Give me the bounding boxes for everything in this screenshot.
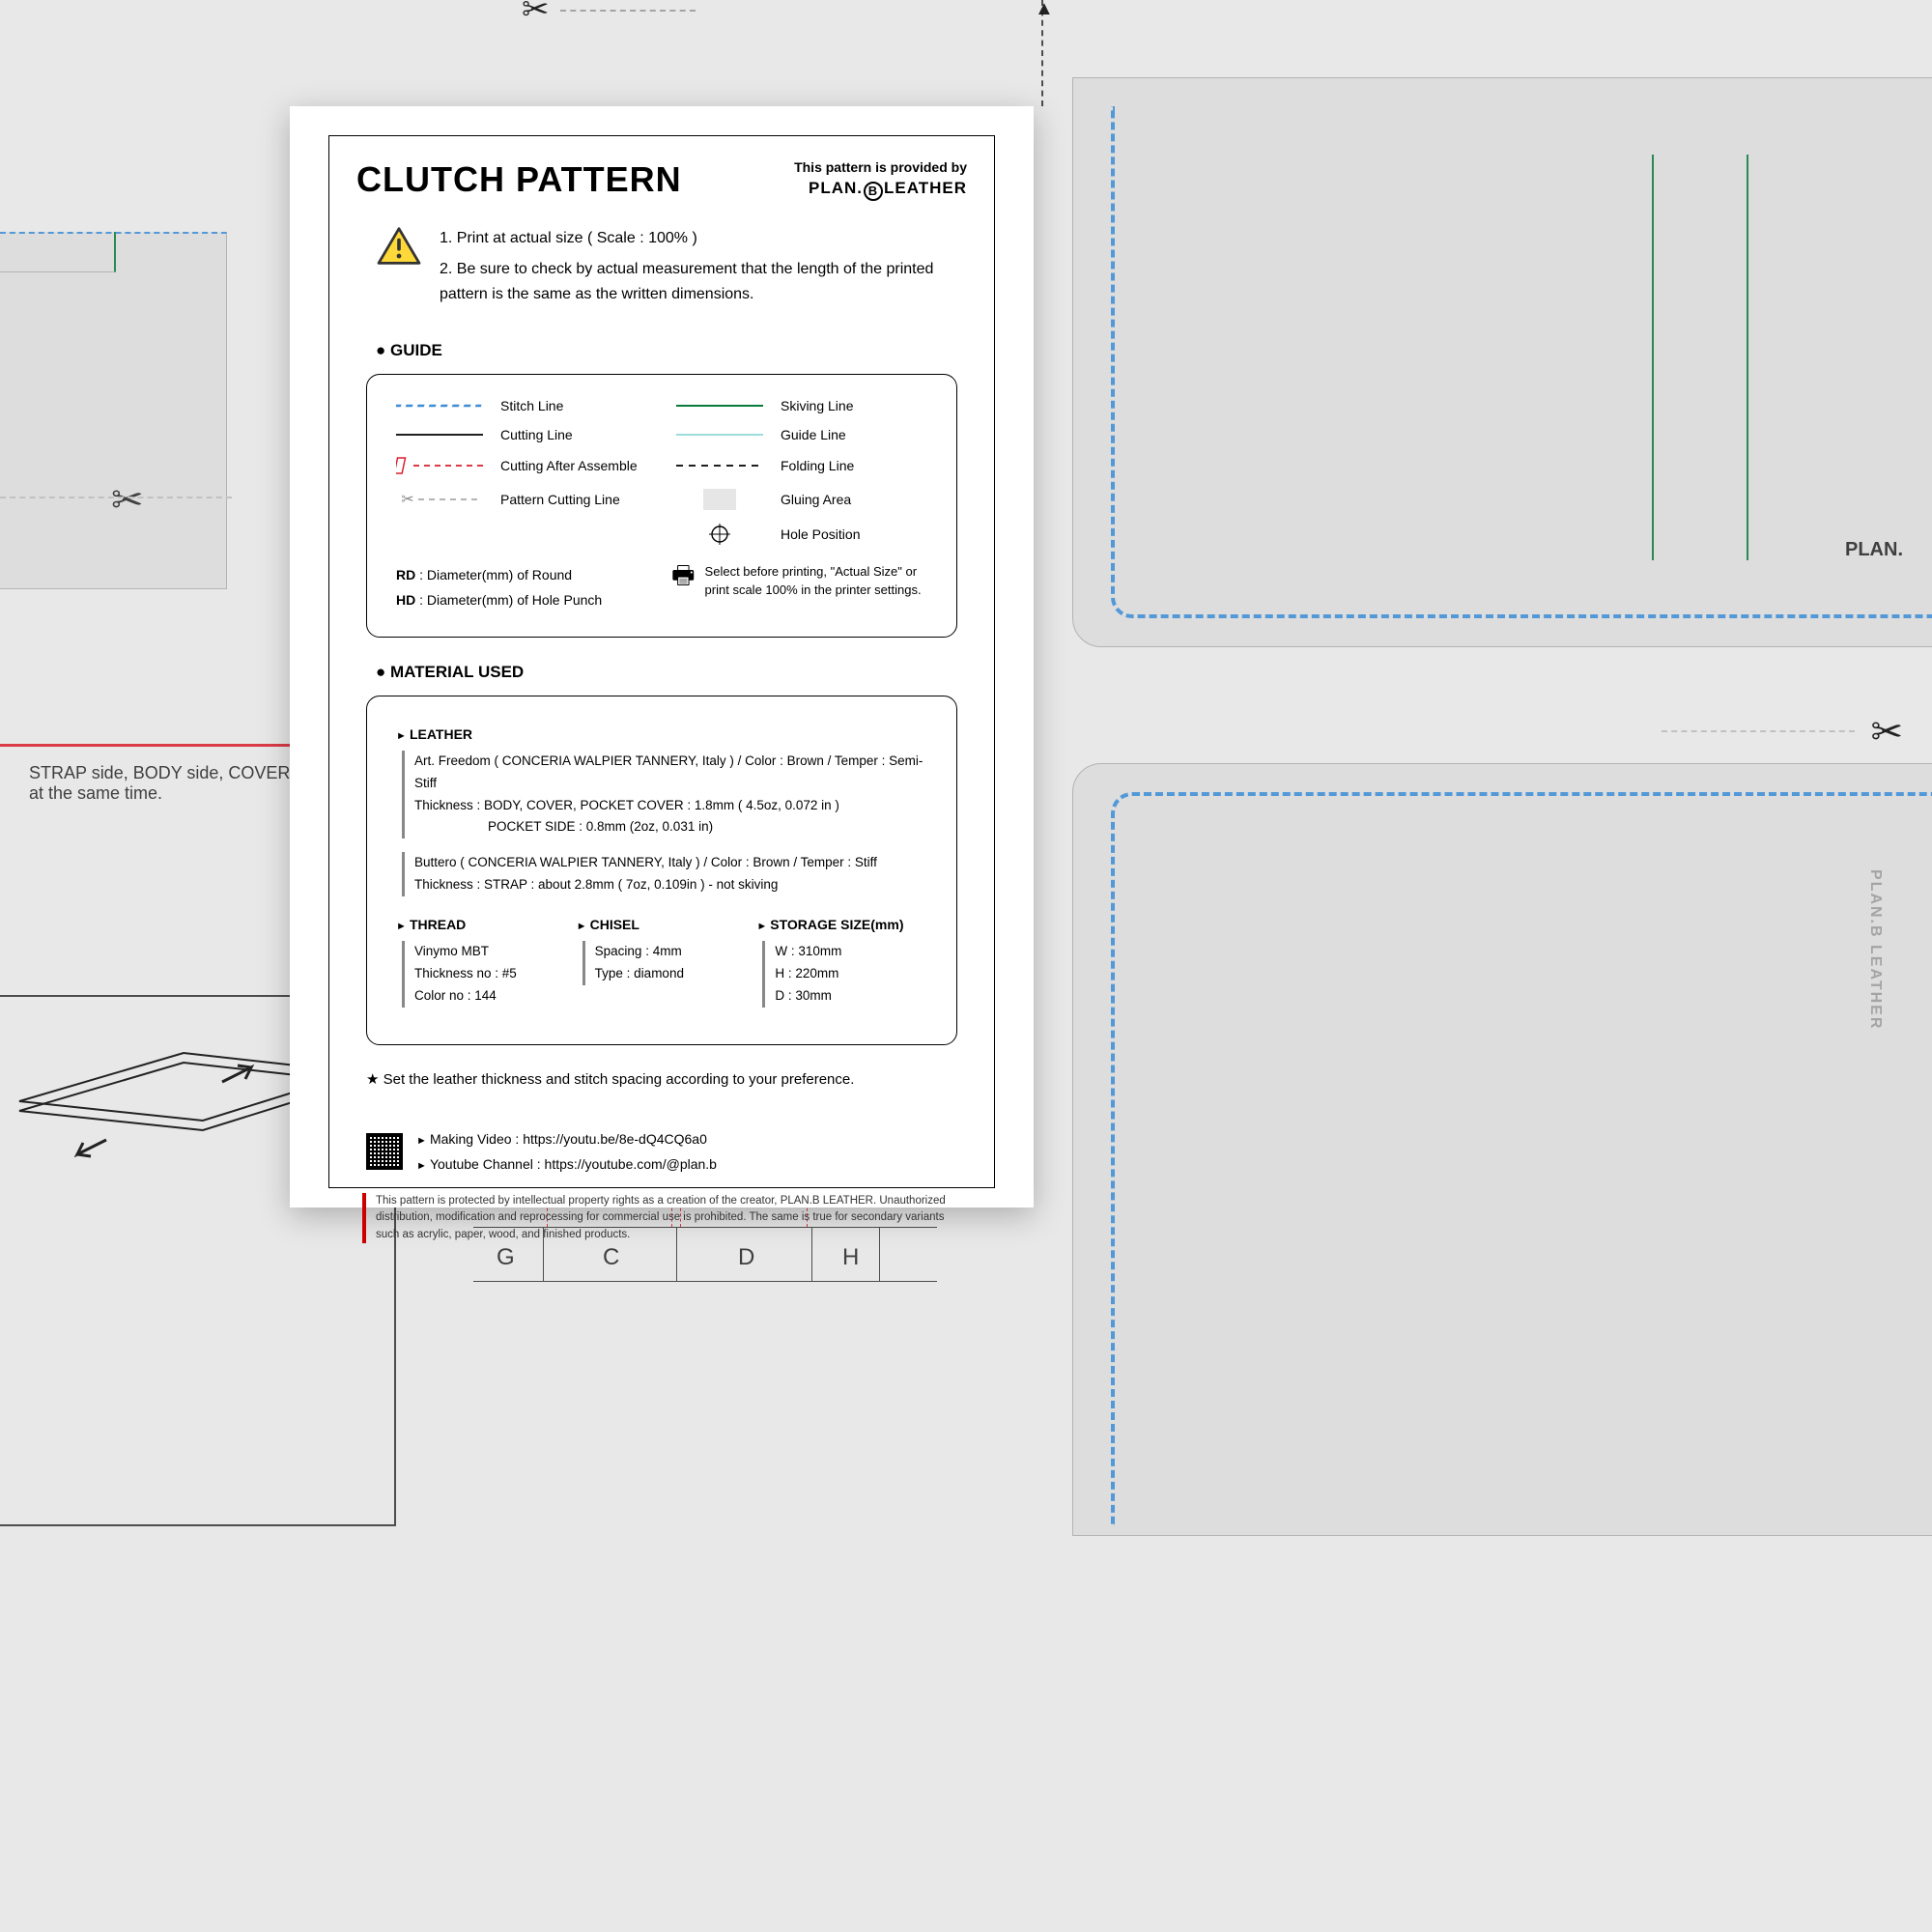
preference-note: ★ Set the leather thickness and stitch s… — [366, 1070, 957, 1088]
disclaimer: This pattern is protected by intellectua… — [362, 1193, 961, 1243]
legend-hole: Hole Position — [676, 524, 927, 545]
scissors-icon: ✂ — [111, 478, 144, 523]
document-card: CLUTCH PATTERN This pattern is provided … — [290, 106, 1034, 1208]
channel-link[interactable]: Youtube Channel : https://youtube.com/@p… — [416, 1151, 717, 1178]
material-heading: MATERIAL USED — [376, 663, 967, 682]
qr-code-icon — [366, 1133, 403, 1170]
page-title: CLUTCH PATTERN — [356, 159, 682, 200]
instructions-list: 1. Print at actual size ( Scale : 100% )… — [440, 226, 967, 314]
guide-box: Stitch Line Skiving Line Cutting Line Gu… — [366, 374, 957, 638]
legend-cutting-after: Cutting After Assemble — [396, 456, 647, 475]
diameter-defs: RD : Diameter(mm) of Round HD : Diameter… — [396, 562, 652, 613]
material-box: LEATHER Art. Freedom ( CONCERIA WALPIER … — [366, 696, 957, 1045]
legend-gluing: Gluing Area — [676, 489, 927, 510]
brand-logo: PLAN.BLEATHER — [794, 179, 967, 201]
leather-block-1: Art. Freedom ( CONCERIA WALPIER TANNERY,… — [402, 751, 927, 839]
links-row: Making Video : https://youtu.be/8e-dQ4CQ… — [366, 1126, 967, 1178]
thread-col: THREAD Vinymo MBT Thickness no : #5 Colo… — [396, 910, 567, 1021]
leather-block-2: Buttero ( CONCERIA WALPIER TANNERY, Ital… — [402, 852, 927, 896]
provided-by: This pattern is provided by PLAN.BLEATHE… — [794, 159, 967, 201]
printer-icon: 🖶 — [671, 562, 696, 587]
video-link[interactable]: Making Video : https://youtu.be/8e-dQ4CQ… — [416, 1126, 717, 1152]
legend-cutting: Cutting Line — [396, 427, 647, 442]
legend-guide: Guide Line — [676, 427, 927, 442]
print-note: 🖶 Select before printing, "Actual Size" … — [671, 562, 927, 613]
chisel-col: CHISEL Spacing : 4mm Type : diamond — [577, 910, 748, 1021]
legend-pattern-cutting: ✂ Pattern Cutting Line — [396, 489, 647, 510]
bg-side-brand: PLAN.B LEATHER — [1866, 869, 1884, 1030]
legend-folding: Folding Line — [676, 456, 927, 475]
scissors-icon: ✂ — [522, 0, 550, 29]
legend-skiving: Skiving Line — [676, 398, 927, 413]
legend-stitch: Stitch Line — [396, 398, 647, 413]
scissors-icon: ✂ — [401, 490, 413, 509]
bg-brand-right: PLAN. — [1845, 539, 1903, 561]
storage-col: STORAGE SIZE(mm) W : 310mm H : 220mm D :… — [756, 910, 927, 1021]
scissors-icon: ✂ — [1870, 710, 1903, 754]
warning-icon — [376, 226, 422, 267]
guide-heading: GUIDE — [376, 341, 967, 360]
